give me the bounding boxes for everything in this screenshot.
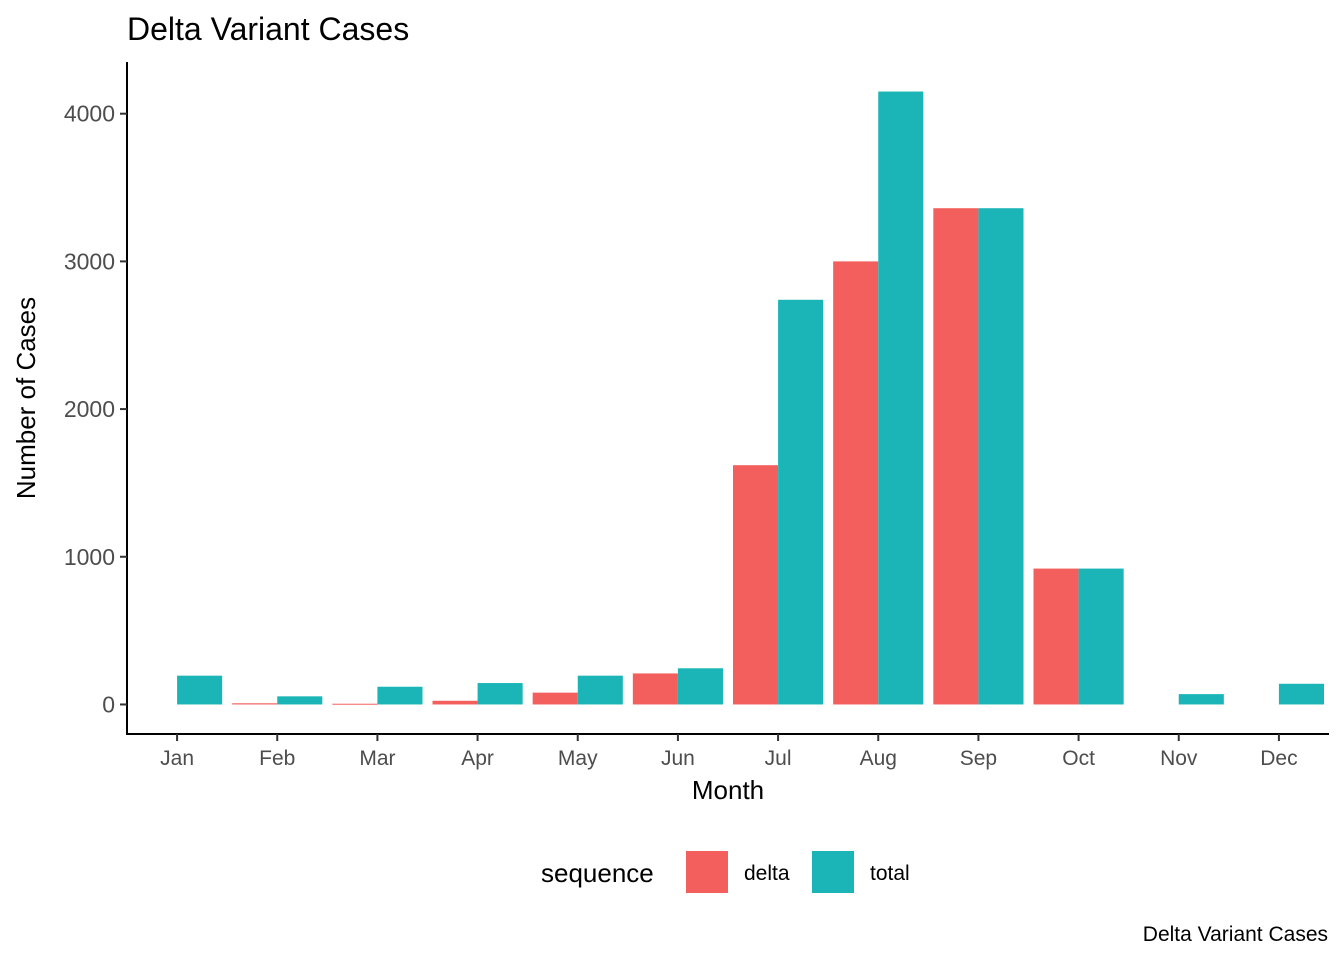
bar-delta-may: [532, 692, 578, 705]
bar-total-jun: [677, 668, 723, 705]
legend-swatch-delta: [686, 851, 728, 893]
bar-total-apr: [477, 683, 523, 705]
legend-label-delta: delta: [744, 862, 790, 885]
legend-label-total: total: [870, 862, 910, 885]
x-tick-label: Jan: [160, 747, 194, 770]
bar-layer: [177, 91, 1324, 705]
bar-total-feb: [277, 696, 323, 705]
bar-delta-mar: [332, 703, 378, 705]
x-tick-label: Oct: [1062, 747, 1095, 770]
x-tick-label: Jul: [765, 747, 792, 770]
bar-total-may: [577, 675, 623, 705]
bar-total-jan: [177, 675, 223, 705]
y-tick-label: 3000: [64, 248, 115, 274]
bar-total-mar: [377, 686, 423, 705]
bar-delta-jun: [632, 673, 678, 705]
x-axis-ticks: Jan Feb Mar Apr May Jun Jul Aug Sep Oct Nov Dec: [160, 734, 1298, 770]
x-axis-title: Month: [692, 775, 764, 805]
bar-total-sep: [978, 208, 1024, 705]
chart-caption: Delta Variant Cases: [1143, 923, 1328, 946]
y-axis-ticks: 0 1000 2000 3000 4000: [64, 101, 127, 717]
bar-total-nov: [1178, 694, 1224, 705]
x-tick-label: May: [558, 747, 598, 770]
y-axis-title: Number of Cases: [11, 297, 41, 499]
x-tick-label: Nov: [1160, 747, 1198, 770]
legend: sequence delta total: [541, 851, 910, 893]
x-tick-label: Feb: [259, 747, 295, 770]
x-tick-label: Dec: [1260, 747, 1297, 770]
bar-total-dec: [1278, 683, 1324, 705]
x-tick-label: Jun: [661, 747, 695, 770]
y-tick-label: 2000: [64, 396, 115, 422]
plot-area: 0 1000 2000 3000 4000 Jan Feb Mar Apr May Jun Jul A…: [64, 62, 1329, 770]
bar-delta-sep: [933, 208, 979, 705]
bar-delta-jul: [733, 465, 779, 705]
y-tick-label: 4000: [64, 101, 115, 127]
bar-total-oct: [1078, 568, 1124, 705]
x-tick-label: Mar: [359, 747, 395, 770]
x-tick-label: Apr: [461, 747, 494, 770]
chart-title: Delta Variant Cases: [127, 11, 409, 47]
x-tick-label: Aug: [860, 747, 897, 770]
y-tick-label: 1000: [64, 544, 115, 570]
x-tick-label: Sep: [960, 747, 997, 770]
bar-delta-feb: [232, 703, 278, 705]
legend-swatch-total: [812, 851, 854, 893]
bar-delta-aug: [833, 261, 879, 705]
y-tick-label: 0: [102, 691, 115, 717]
bar-delta-oct: [1033, 568, 1079, 705]
bar-total-aug: [878, 91, 924, 705]
legend-title: sequence: [541, 858, 654, 888]
bar-total-jul: [778, 299, 824, 705]
bar-delta-apr: [432, 700, 478, 705]
